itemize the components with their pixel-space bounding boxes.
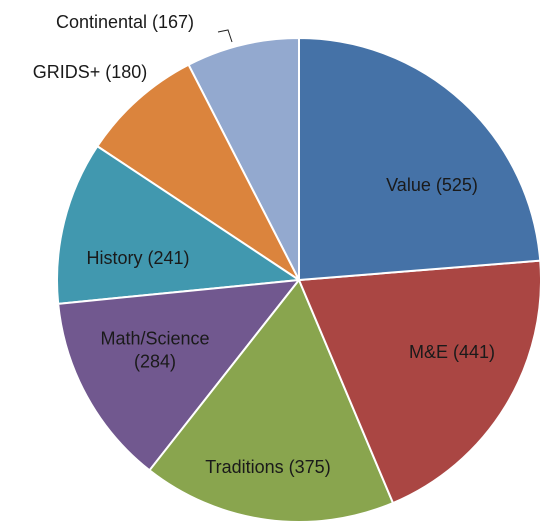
pie-slice: [187, 36, 300, 281]
slice-label: Traditions (375): [205, 456, 331, 477]
slice-label: Value (525): [386, 174, 478, 195]
pie-slice: [298, 36, 540, 282]
slice-label: Math/Science (284): [100, 328, 210, 372]
pie-slice: [297, 259, 540, 505]
leader-line: [217, 29, 233, 43]
pie-slice: [95, 63, 302, 283]
slice-label: History (241): [86, 247, 190, 268]
slice-label: GRIDS+ (180): [32, 61, 148, 82]
pie-slice: [56, 144, 302, 305]
pie-slice: [148, 278, 395, 522]
slice-label: M&E (441): [408, 341, 496, 362]
slice-label: Continental (167): [55, 11, 195, 32]
pie-slice: [57, 278, 302, 472]
